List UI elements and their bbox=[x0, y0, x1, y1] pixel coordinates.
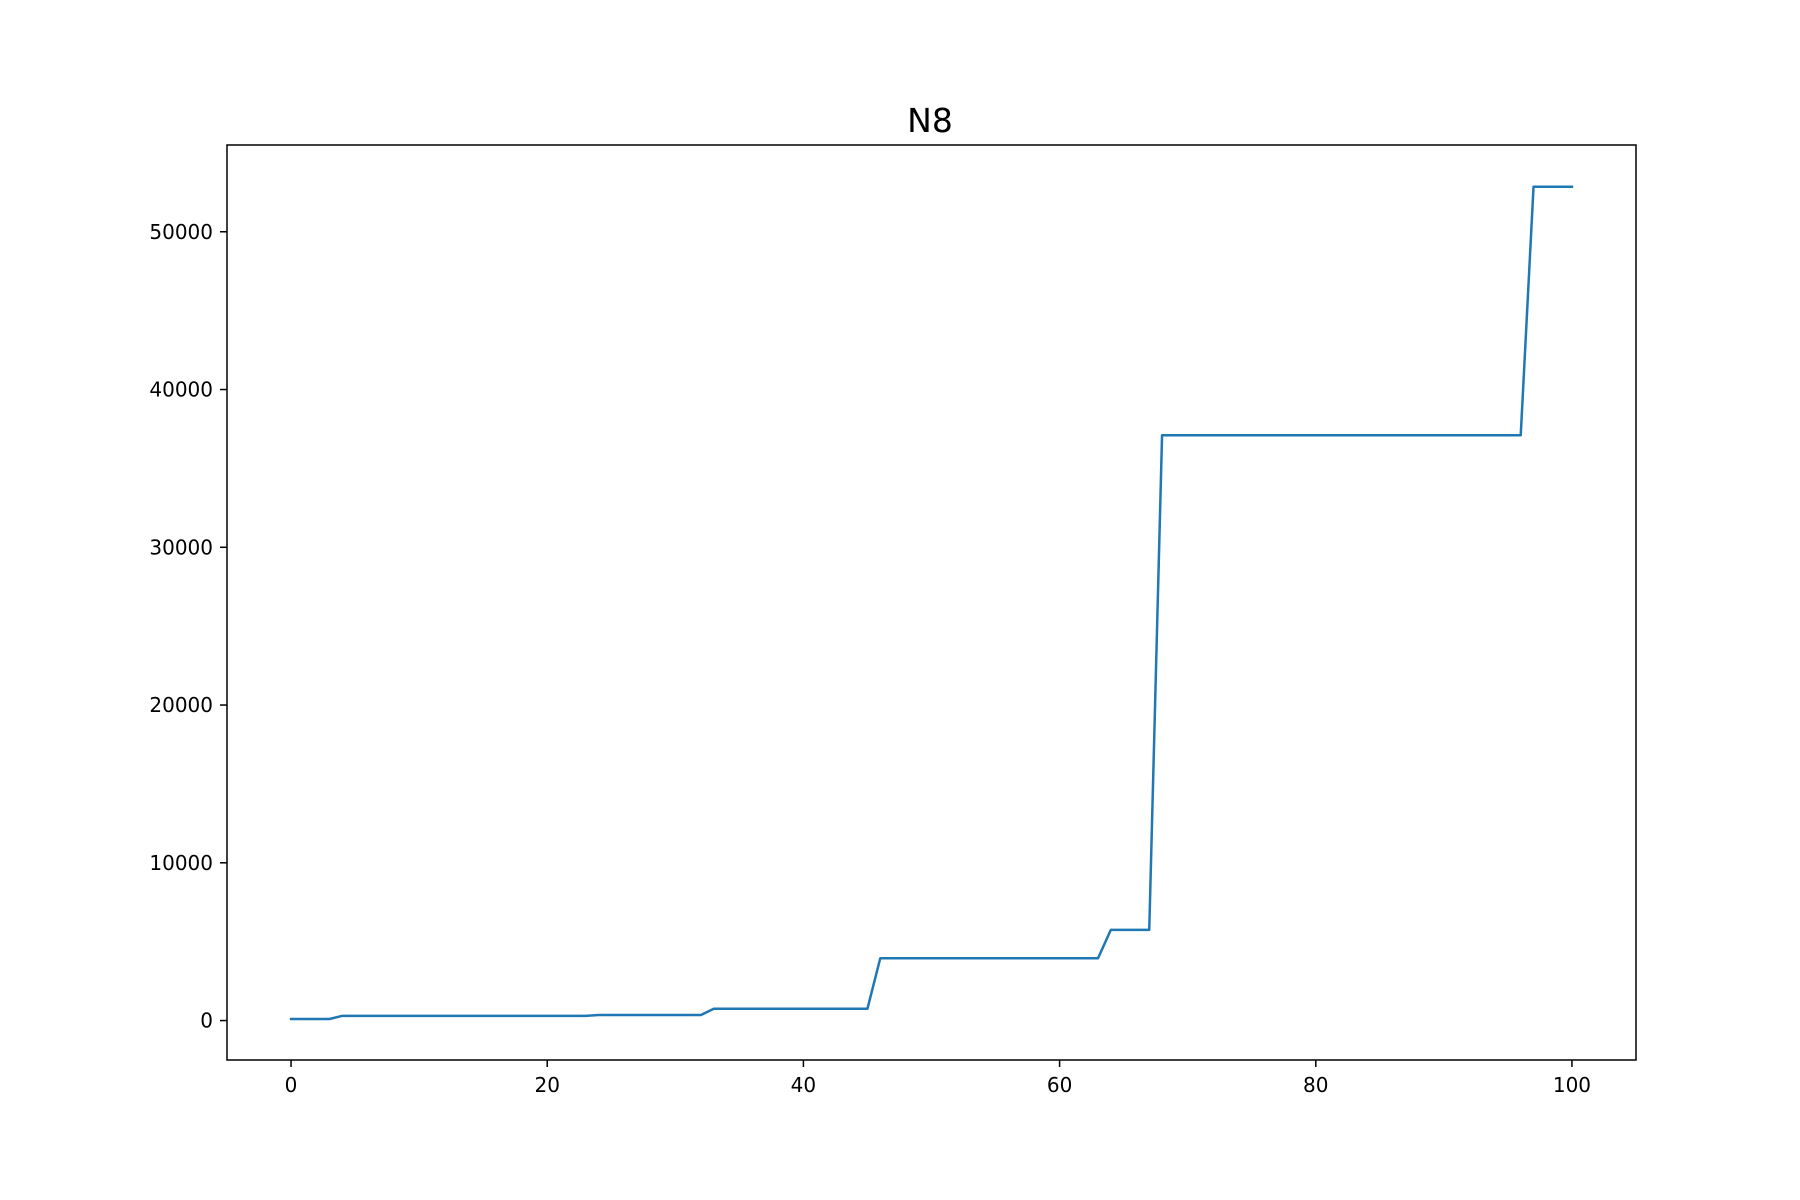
y-tick-label: 30000 bbox=[149, 535, 213, 559]
y-tick-label: 10000 bbox=[149, 851, 213, 875]
x-axis: 0 20 40 60 80 100 bbox=[285, 1060, 1591, 1097]
x-tick-label: 40 bbox=[791, 1073, 816, 1097]
series-layer bbox=[289, 185, 1574, 1021]
y-tick-label: 0 bbox=[200, 1009, 213, 1033]
plot-area bbox=[226, 144, 1637, 1061]
x-tick-label: 80 bbox=[1303, 1073, 1328, 1097]
x-tick-label: 100 bbox=[1553, 1073, 1591, 1097]
y-tick-label: 20000 bbox=[149, 693, 213, 717]
x-tick-label: 60 bbox=[1047, 1073, 1072, 1097]
x-tick-label: 20 bbox=[535, 1073, 560, 1097]
x-tick-label: 0 bbox=[285, 1073, 298, 1097]
y-axis: 0 10000 20000 30000 40000 50000 bbox=[149, 220, 227, 1033]
series-line-0 bbox=[289, 185, 1574, 1021]
y-tick-label: 40000 bbox=[149, 378, 213, 402]
chart-title: N8 bbox=[907, 101, 953, 140]
axes-frame bbox=[226, 144, 1637, 1061]
y-tick-label: 50000 bbox=[149, 220, 213, 244]
